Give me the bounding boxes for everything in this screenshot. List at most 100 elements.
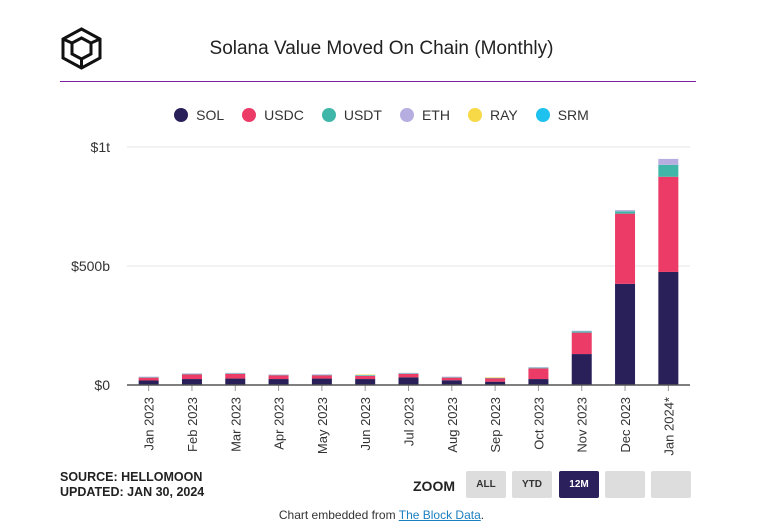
embed-suffix: . bbox=[480, 508, 485, 522]
embed-credit: Chart embedded from The Block Data. bbox=[0, 508, 763, 522]
legend-item-ray[interactable]: RAY bbox=[467, 107, 518, 123]
legend-swatch-usdc bbox=[242, 108, 257, 122]
bar-usdt-7 bbox=[441, 377, 462, 378]
legend-label-usdc: USDC bbox=[264, 107, 304, 123]
bar-usdc-9 bbox=[528, 368, 549, 380]
the-block-data-link[interactable]: The Block Data bbox=[398, 508, 481, 522]
bar-eth-11 bbox=[615, 210, 636, 212]
bar-sol-0 bbox=[138, 380, 159, 385]
bar-usdc-10 bbox=[571, 332, 592, 355]
legend-swatch-usdt bbox=[321, 108, 336, 122]
bar-eth-4 bbox=[311, 374, 332, 375]
bar-usdt-10 bbox=[571, 331, 592, 333]
bar-eth-3 bbox=[268, 374, 289, 376]
bar-usdt-9 bbox=[528, 367, 549, 369]
x-tick-label-2: Mar 2023 bbox=[228, 397, 243, 452]
zoom-ytd-button[interactable]: YTD bbox=[512, 471, 552, 498]
x-tick-label-8: Sep 2023 bbox=[488, 397, 503, 453]
bar-eth-2 bbox=[225, 372, 246, 374]
bar-usdc-2 bbox=[225, 373, 246, 379]
x-tick-label-1: Feb 2023 bbox=[185, 397, 200, 452]
legend-item-usdt[interactable]: USDT bbox=[321, 107, 382, 123]
bar-sol-6 bbox=[398, 377, 419, 385]
bar-eth-12 bbox=[658, 158, 679, 165]
bar-sol-1 bbox=[181, 379, 202, 385]
x-tick-label-12: Jan 2024* bbox=[661, 397, 676, 456]
the-block-logo-icon bbox=[61, 27, 102, 70]
legend-label-ray: RAY bbox=[489, 107, 518, 123]
bar-usdt-1 bbox=[181, 373, 202, 375]
bar-eth-7 bbox=[441, 376, 462, 378]
chart-card bbox=[41, 0, 715, 505]
bar-usdc-12 bbox=[658, 176, 679, 272]
x-tick-label-0: Jan 2023 bbox=[142, 397, 157, 451]
bar-sol-9 bbox=[528, 379, 549, 385]
legend-label-sol: SOL bbox=[196, 107, 225, 123]
bar-sol-7 bbox=[441, 380, 462, 385]
zoom-blank-button-1[interactable] bbox=[605, 471, 645, 498]
x-tick-label-5: Jun 2023 bbox=[358, 397, 373, 451]
zoom-label: ZOOM bbox=[413, 478, 455, 494]
chart-plot: $0 $500b $1t Jan 2023 Feb 2023 Mar 2023 Apr 20… bbox=[71, 139, 690, 456]
bar-usdt-0 bbox=[138, 377, 159, 378]
bar-usdt-6 bbox=[398, 373, 419, 374]
chart-legend: SOL USDC USDT ETH RAY SRM bbox=[0, 107, 763, 123]
x-tick-label-7: Aug 2023 bbox=[445, 397, 460, 453]
bar-ray-8 bbox=[485, 377, 506, 378]
y-tick-label-1: $500b bbox=[71, 258, 110, 274]
bar-usdc-3 bbox=[268, 375, 289, 380]
legend-item-srm[interactable]: SRM bbox=[535, 107, 589, 123]
y-tick-label-0: $0 bbox=[94, 377, 110, 393]
x-tick-label-10: Nov 2023 bbox=[575, 397, 590, 453]
source-block: SOURCE: HELLOMOON UPDATED: JAN 30, 2024 bbox=[60, 470, 204, 500]
updated-line: UPDATED: JAN 30, 2024 bbox=[60, 485, 205, 499]
legend-item-eth[interactable]: ETH bbox=[399, 107, 450, 123]
bar-usdc-4 bbox=[311, 375, 332, 379]
x-tick-label-3: Apr 2023 bbox=[272, 397, 287, 450]
bar-sol-12 bbox=[658, 271, 679, 385]
bar-eth-6 bbox=[398, 372, 419, 374]
bar-sol-10 bbox=[571, 354, 592, 385]
bar-sol-11 bbox=[615, 283, 636, 385]
bar-usdc-11 bbox=[615, 213, 636, 284]
bar-usdc-6 bbox=[398, 373, 419, 378]
bar-usdc-5 bbox=[355, 375, 376, 380]
bar-usdc-7 bbox=[441, 377, 462, 381]
legend-item-usdc[interactable]: USDC bbox=[242, 107, 304, 123]
bar-usdc-1 bbox=[181, 374, 202, 380]
embed-prefix: Chart embedded from bbox=[278, 508, 396, 522]
bar-usdt-4 bbox=[311, 374, 332, 376]
zoom-12m-button[interactable]: 12M bbox=[559, 471, 599, 498]
legend-swatch-eth bbox=[399, 108, 414, 122]
bar-usdt-11 bbox=[615, 211, 636, 214]
bar-usdt-12 bbox=[658, 164, 679, 177]
bar-sol-4 bbox=[311, 378, 332, 385]
zoom-blank-button-2[interactable] bbox=[651, 471, 691, 498]
bar-sol-3 bbox=[268, 379, 289, 385]
legend-swatch-sol bbox=[174, 108, 189, 122]
bar-usdc-8 bbox=[485, 378, 506, 382]
legend-swatch-srm bbox=[535, 108, 550, 122]
legend-label-usdt: USDT bbox=[343, 107, 382, 123]
legend-item-sol[interactable]: SOL bbox=[174, 107, 224, 123]
bar-eth-9 bbox=[528, 367, 549, 368]
legend-label-eth: ETH bbox=[421, 107, 450, 123]
legend-label-srm: SRM bbox=[557, 107, 589, 123]
title-divider bbox=[60, 81, 696, 82]
bar-sol-2 bbox=[225, 378, 246, 385]
y-tick-label-2: $1t bbox=[91, 139, 111, 155]
bar-usdt-2 bbox=[225, 373, 246, 374]
source-line: SOURCE: HELLOMOON bbox=[60, 470, 203, 484]
bar-eth-1 bbox=[181, 373, 202, 374]
bar-sol-5 bbox=[355, 379, 376, 385]
bar-usdc-0 bbox=[138, 377, 159, 381]
bar-ray-5 bbox=[355, 374, 376, 376]
x-tick-label-9: Oct 2023 bbox=[531, 397, 546, 450]
legend-swatch-ray bbox=[467, 108, 482, 122]
x-tick-label-4: May 2023 bbox=[315, 397, 330, 454]
bar-eth-0 bbox=[138, 376, 159, 378]
bar-eth-10 bbox=[571, 330, 592, 332]
bar-sol-8 bbox=[485, 381, 506, 385]
x-tick-label-11: Dec 2023 bbox=[618, 397, 633, 453]
zoom-all-button[interactable]: ALL bbox=[466, 471, 506, 498]
